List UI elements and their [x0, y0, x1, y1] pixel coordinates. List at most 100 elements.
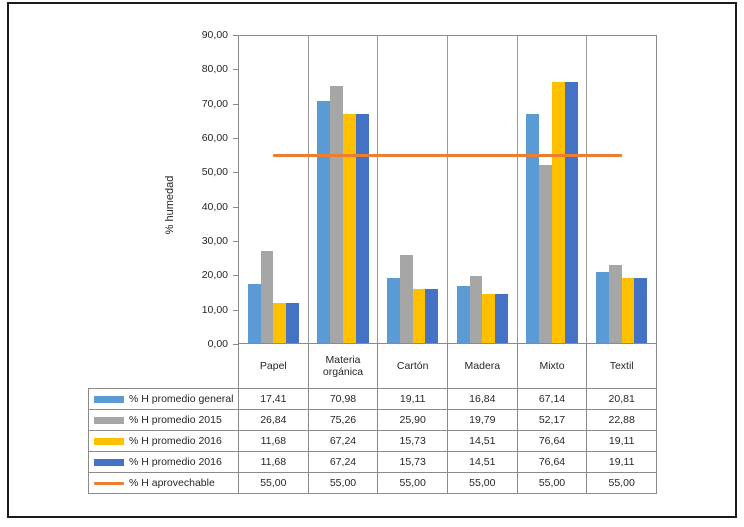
- table-value-cell: 22,88: [587, 410, 657, 431]
- bar: [495, 293, 508, 343]
- y-tick-label: 70,00: [201, 97, 228, 110]
- table-value-cell: 14,51: [447, 452, 518, 473]
- category-label: Madera: [448, 344, 518, 388]
- legend-cell: % H promedio general: [89, 389, 239, 410]
- plot-column-2: [309, 36, 379, 343]
- bar: [552, 81, 565, 343]
- table-value-cell: 76,64: [517, 452, 588, 473]
- table-value-cell: 11,68: [239, 431, 309, 452]
- table-value-cell: 55,00: [587, 473, 657, 494]
- category-label: Papel: [239, 344, 309, 388]
- table-value-cell: 70,98: [308, 389, 379, 410]
- y-tick-label: 80,00: [201, 63, 228, 76]
- bar: [330, 86, 343, 343]
- category-label: Mixto: [518, 344, 588, 388]
- legend-cell: % H promedio 2015: [89, 410, 239, 431]
- table-value-cell: 52,17: [517, 410, 588, 431]
- y-tick-mark: [233, 35, 238, 36]
- bar: [412, 289, 426, 343]
- table-value-cell: 19,11: [587, 452, 657, 473]
- y-tick-label: 40,00: [201, 200, 228, 213]
- table-value-cell: 55,00: [239, 473, 309, 494]
- y-tick-label: 60,00: [201, 132, 228, 144]
- bar: [260, 251, 274, 343]
- legend-series-name: % H promedio 2016: [129, 456, 222, 468]
- y-tick-mark: [233, 241, 238, 242]
- legend-series-name: % H promedio general: [129, 393, 234, 405]
- reference-line: [272, 153, 623, 157]
- y-tick-label: 10,00: [201, 303, 228, 316]
- table-value-cell: 55,00: [308, 473, 379, 494]
- legend-cell: % H promedio 2016: [89, 452, 239, 473]
- table-value-cell: 75,26: [308, 410, 379, 431]
- category-axis-row: Papel Materia orgánica Cartón Madera Mixto Te…: [238, 344, 657, 388]
- plot-columns: [239, 36, 656, 343]
- y-tick-label: 90,00: [201, 29, 228, 41]
- bar: [634, 277, 648, 343]
- table-value-cell: 16,84: [447, 389, 518, 410]
- table-value-cell: 19,11: [587, 431, 657, 452]
- y-tick-label: 30,00: [201, 235, 228, 247]
- table-value-cell: 55,00: [378, 473, 448, 494]
- table-value-cell: 76,64: [517, 431, 588, 452]
- bar: [355, 113, 369, 343]
- table-value-cell: 17,41: [239, 389, 309, 410]
- legend-bar-swatch: [94, 458, 124, 466]
- table-value-cell: 25,90: [378, 410, 448, 431]
- legend-series-name: % H promedio 2015: [129, 414, 222, 426]
- y-tick-label: 0,00: [207, 338, 228, 350]
- category-label: Cartón: [378, 344, 449, 388]
- y-tick-label: 20,00: [201, 269, 228, 282]
- table-value-cell: 15,73: [378, 431, 448, 452]
- table-value-cell: 14,51: [447, 431, 518, 452]
- table-value-cell: 19,79: [447, 410, 518, 431]
- table-value-cell: 26,84: [239, 410, 309, 431]
- y-tick-mark: [233, 138, 238, 139]
- bar: [596, 272, 609, 343]
- bar: [247, 283, 261, 343]
- table-value-cell: 67,14: [517, 389, 588, 410]
- y-tick-mark: [233, 344, 238, 345]
- legend-bar-swatch: [94, 416, 124, 424]
- bar: [539, 165, 553, 343]
- bar: [456, 285, 470, 343]
- legend-series-name: % H aprovechable: [129, 477, 215, 489]
- bar: [286, 303, 299, 343]
- y-tick-mark: [233, 172, 238, 173]
- bar: [387, 277, 400, 343]
- table-value-cell: 67,24: [308, 452, 379, 473]
- y-tick-label: 50,00: [201, 166, 228, 179]
- plot-column-5: [518, 36, 588, 343]
- y-axis-title: % humedad: [164, 175, 176, 235]
- table-value-cell: 55,00: [447, 473, 518, 494]
- legend-cell: % H aprovechable: [89, 473, 239, 494]
- plot-area: [238, 35, 657, 344]
- y-tick-mark: [233, 104, 238, 105]
- y-tick-mark: [233, 207, 238, 208]
- plot-column-4: [448, 36, 518, 343]
- bar: [621, 277, 635, 343]
- bar: [469, 275, 483, 343]
- bar: [273, 303, 287, 343]
- table-value-cell: 11,68: [239, 452, 309, 473]
- table-value-cell: 19,11: [378, 389, 448, 410]
- bar: [526, 113, 540, 343]
- plot-column-1: [239, 36, 309, 343]
- table-value-cell: 20,81: [587, 389, 657, 410]
- legend-series-name: % H promedio 2016: [129, 435, 222, 447]
- table-value-cell: 15,73: [378, 452, 448, 473]
- legend-line-swatch: [94, 481, 124, 485]
- legend-bar-swatch: [94, 437, 124, 445]
- bar: [399, 254, 413, 343]
- table-value-cell: 55,00: [517, 473, 588, 494]
- category-label: Textil: [609, 360, 634, 372]
- bar: [608, 264, 622, 343]
- plot-column-6: [587, 36, 656, 343]
- data-table: % H promedio general 17,41 70,98 19,11 16,84…: [88, 388, 657, 494]
- bar: [482, 293, 496, 343]
- plot-column-3: [378, 36, 449, 343]
- category-label: Materia orgánica: [309, 344, 379, 388]
- bar: [564, 81, 578, 343]
- bar: [425, 289, 439, 343]
